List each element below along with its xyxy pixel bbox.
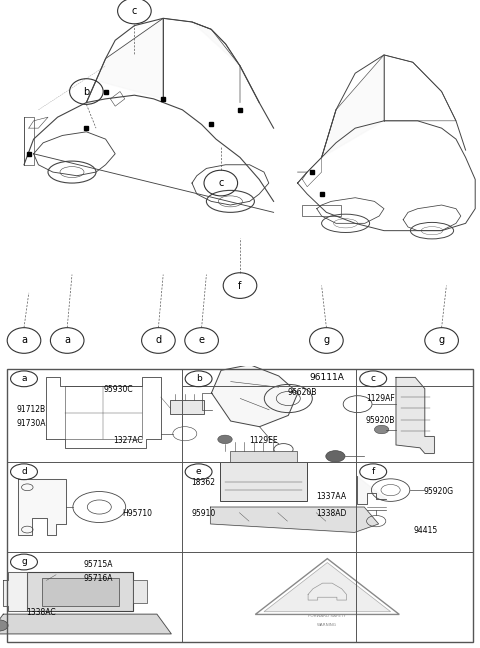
Text: 96111A: 96111A: [310, 373, 345, 382]
Text: e: e: [199, 336, 204, 345]
Polygon shape: [96, 18, 163, 99]
Polygon shape: [3, 572, 27, 611]
Circle shape: [218, 435, 232, 444]
Bar: [42, 577, 119, 606]
Text: 95920G: 95920G: [423, 487, 454, 496]
Polygon shape: [18, 479, 66, 535]
Text: 1129AF: 1129AF: [366, 394, 395, 403]
Text: c: c: [218, 178, 224, 188]
Text: 1338AD: 1338AD: [316, 509, 347, 518]
Text: 1338AC: 1338AC: [26, 608, 56, 617]
Text: H95710: H95710: [122, 509, 152, 518]
Text: 95716A: 95716A: [84, 574, 113, 583]
Text: 96620B: 96620B: [288, 388, 317, 397]
Text: FORWARD SAFETY: FORWARD SAFETY: [308, 614, 346, 618]
Polygon shape: [212, 365, 298, 426]
Polygon shape: [211, 507, 379, 533]
Text: 95930C: 95930C: [103, 386, 133, 394]
Circle shape: [374, 425, 389, 434]
Text: c: c: [132, 6, 137, 16]
Text: 94415: 94415: [414, 526, 438, 535]
Text: 1327AC: 1327AC: [113, 436, 143, 445]
Text: d: d: [21, 467, 27, 476]
Text: 18362: 18362: [192, 478, 216, 487]
Text: f: f: [372, 467, 375, 476]
Text: a: a: [21, 336, 27, 345]
Polygon shape: [396, 377, 434, 454]
Text: g: g: [439, 336, 444, 345]
Text: g: g: [21, 557, 27, 566]
Text: d: d: [156, 336, 161, 345]
Text: 91712B: 91712B: [17, 405, 46, 414]
Text: c: c: [371, 375, 376, 384]
Bar: [302, 205, 341, 216]
Text: 1337AA: 1337AA: [316, 492, 347, 502]
Text: a: a: [64, 336, 70, 345]
Text: WARNING: WARNING: [317, 623, 337, 627]
Bar: [230, 450, 297, 462]
Text: b: b: [83, 87, 90, 97]
Text: a: a: [21, 375, 27, 384]
Text: 1129EE: 1129EE: [249, 436, 277, 445]
Text: f: f: [238, 281, 242, 290]
Bar: [220, 462, 307, 502]
Text: 91730A: 91730A: [17, 419, 46, 428]
Text: e: e: [196, 467, 202, 476]
Bar: [170, 400, 204, 414]
Circle shape: [326, 450, 345, 462]
Circle shape: [0, 619, 8, 631]
Bar: [133, 581, 147, 603]
Polygon shape: [192, 22, 240, 66]
Text: 95920B: 95920B: [366, 416, 396, 425]
Bar: [27, 572, 133, 611]
Polygon shape: [264, 562, 391, 612]
Text: 95715A: 95715A: [84, 560, 113, 569]
Polygon shape: [0, 614, 171, 634]
Polygon shape: [357, 476, 386, 504]
Polygon shape: [322, 55, 384, 157]
Text: b: b: [196, 375, 202, 384]
Text: g: g: [324, 336, 329, 345]
Text: 95910: 95910: [192, 509, 216, 518]
Bar: [65, 386, 142, 439]
